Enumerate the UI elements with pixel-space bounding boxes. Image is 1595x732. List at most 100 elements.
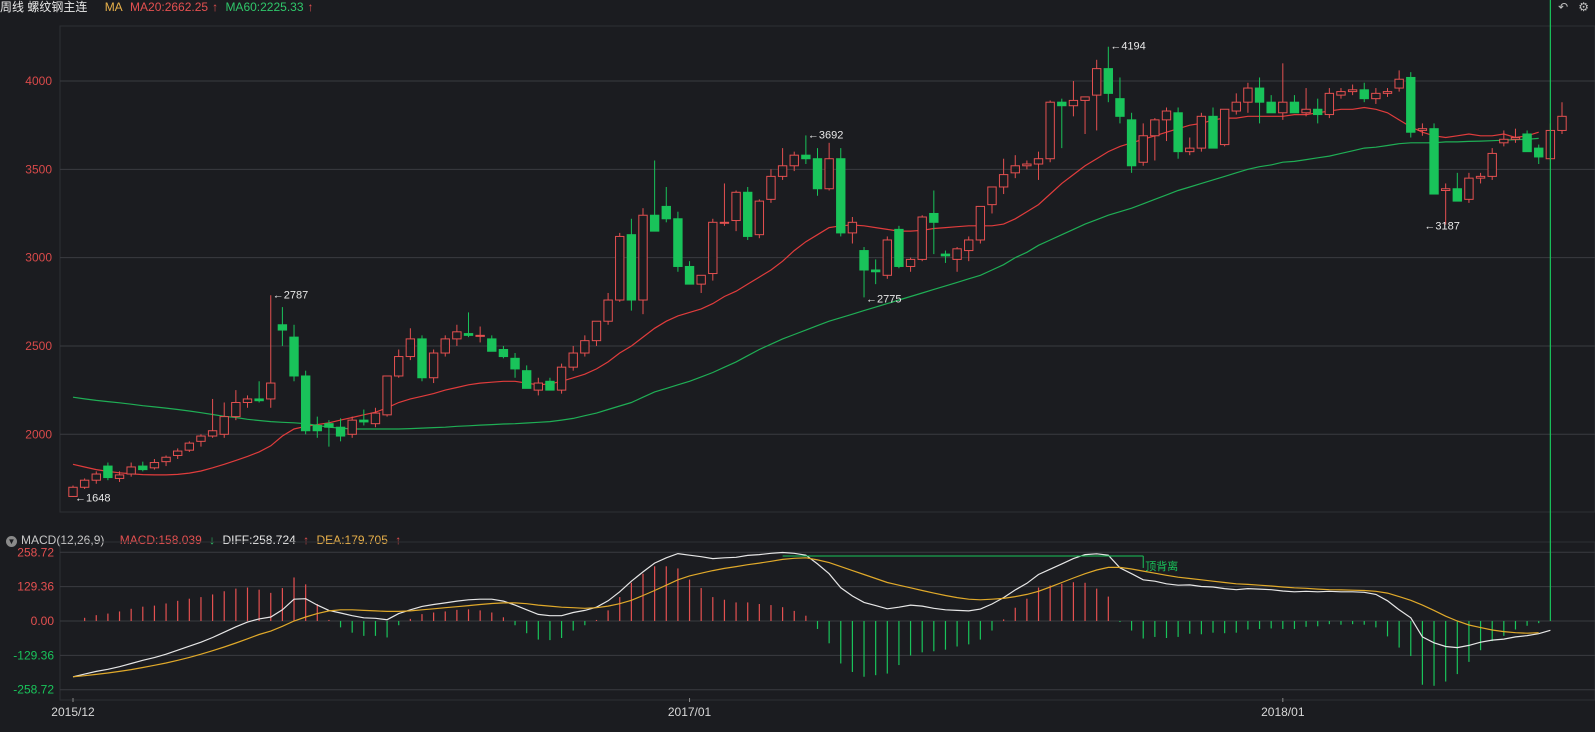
candle-body [1266,101,1276,114]
extreme-price-label: ←2775 [866,293,901,305]
candle-body [242,398,253,403]
candle-body [859,250,869,271]
candle-body [289,336,299,377]
kline-header: 周线 螺纹钢主连 MA MA20:2662.25 ↑ MA60:2225.33 ↑ … [0,0,1595,16]
candle-body [266,382,276,400]
divergence-label: 顶背离 [1145,559,1178,573]
candle-body [1394,78,1404,89]
candle-body [801,154,811,160]
candle-body [603,299,613,322]
candle-body [103,465,113,479]
candle-body [254,398,264,402]
candle-body [1359,89,1369,100]
ma20-value: MA20:2662.25 [130,0,209,14]
undo-icon[interactable]: ↶ [1558,0,1569,14]
candle-body [452,331,462,340]
candle-body [940,253,951,257]
candle-body [1522,133,1532,153]
kline-ytick-label: 2500 [25,339,52,353]
candle-body [359,419,369,423]
candle-body [1371,92,1381,100]
candle-body [1022,163,1032,167]
macd-ytick-label: 258.72 [17,545,54,559]
candle-body [696,274,706,285]
ma60-value: MA60:2225.33 [225,0,304,14]
candle-body [1231,101,1241,112]
diff-value: DIFF:258.724 [222,533,296,547]
xtick-label: 2017/01 [668,705,712,719]
candle-body [1406,76,1416,133]
macd-ytick-label: -129.36 [13,648,54,662]
candle-body [1313,108,1323,116]
candle-body [615,235,625,301]
candle-body [661,205,671,220]
candle-body [382,375,392,416]
candle-body [510,357,520,370]
settings-icon[interactable]: ⚙ [1578,0,1589,14]
candle-body [463,333,474,336]
kline-panel-frame [59,25,1595,513]
candle-body [347,419,357,435]
macd-ytick-label: -258.72 [13,683,54,697]
candle-body [1161,110,1172,121]
ma60-up-arrow-icon: ↑ [307,0,314,14]
candle-body [789,154,799,167]
candle-body [1417,128,1428,131]
candle-body [1150,119,1160,137]
candle-body [277,324,288,331]
candle-body [533,382,544,391]
candle-body [1301,108,1311,114]
collapse-toggle-icon[interactable]: ▼ [6,536,17,547]
kline-ytick-label: 4000 [25,74,52,88]
candle-body [1347,89,1358,93]
candle-body [1115,98,1125,117]
candle-body [1324,92,1335,116]
candle-body [998,174,1009,188]
candle-body [324,423,334,428]
candle-body [1429,128,1439,195]
candle-body [777,165,788,177]
candle-body [149,462,160,469]
candle-body [1487,152,1497,177]
candle-body [91,473,101,481]
candle-body [1126,119,1137,167]
candle-body [1068,99,1079,107]
candle-body [824,158,834,190]
candle-body [1452,188,1462,202]
candle-body [394,356,404,377]
candle-body [731,191,741,222]
kline-ytick-label: 3500 [25,162,52,176]
macd-value: MACD:158.039 [119,533,202,547]
candle-body [126,466,136,475]
candle-body [719,221,730,224]
ma60-line [72,137,1539,430]
candle-body [929,212,939,223]
candle-body [428,352,439,379]
candle-body [335,426,346,437]
header-icons: ↶ ⚙ [1552,0,1593,14]
candle-body [370,412,381,425]
candle-body [882,239,892,276]
macd-ytick-label: 129.36 [17,580,54,594]
candle-body [1243,87,1253,103]
macd-indicator-name[interactable]: MACD(12,26,9) [21,533,105,547]
candle-body [1196,115,1207,149]
candle-body [708,221,718,275]
dea-up-arrow-icon: ↑ [395,533,402,547]
candle-body [114,474,125,479]
candle-body [1091,68,1102,96]
candle-body [870,269,881,273]
candle-body [1464,177,1474,200]
macd-down-arrow-icon: ↓ [209,533,216,547]
candle-body [173,450,183,456]
extreme-price-label: ←2787 [273,289,308,301]
extreme-price-label: ←3187 [1424,221,1459,233]
candle-body [1557,115,1567,131]
candle-body [905,258,916,267]
candle-body [766,175,776,200]
ma-label[interactable]: MA [104,0,123,14]
kline-ytick-label: 3000 [25,251,52,265]
candle-body [1382,91,1393,94]
candle-body [1045,101,1055,160]
